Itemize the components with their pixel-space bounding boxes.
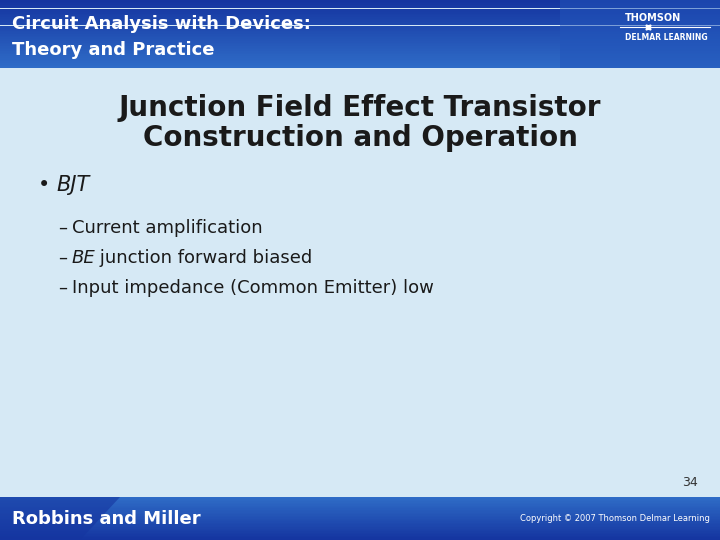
Bar — [0, 39, 720, 41]
Bar — [0, 10, 720, 12]
Bar — [0, 34, 720, 36]
Bar — [0, 43, 720, 44]
Bar — [0, 0, 720, 2]
Bar — [0, 17, 720, 19]
Text: BE: BE — [72, 249, 96, 267]
Text: junction forward biased: junction forward biased — [94, 249, 312, 267]
Bar — [0, 3, 720, 5]
Bar — [0, 501, 720, 503]
Bar — [0, 505, 720, 507]
Text: Theory and Practice: Theory and Practice — [12, 41, 215, 59]
Bar — [0, 500, 720, 501]
Text: Current amplification: Current amplification — [72, 219, 263, 237]
Bar — [0, 53, 720, 55]
Bar — [0, 533, 720, 534]
Bar — [0, 49, 720, 51]
Text: Junction Field Effect Transistor: Junction Field Effect Transistor — [119, 94, 601, 122]
Bar — [0, 29, 720, 31]
Bar — [0, 2, 720, 3]
Bar — [0, 525, 720, 527]
Text: Circuit Analysis with Devices:: Circuit Analysis with Devices: — [12, 15, 311, 33]
Bar — [0, 509, 720, 510]
Bar — [0, 21, 720, 22]
Bar — [0, 514, 720, 516]
Text: Robbins and Miller: Robbins and Miller — [12, 510, 201, 528]
Bar — [0, 520, 720, 521]
Bar — [0, 25, 720, 27]
Text: Copyright © 2007 Thomson Delmar Learning: Copyright © 2007 Thomson Delmar Learning — [520, 514, 710, 523]
Bar — [0, 513, 720, 514]
Bar — [0, 529, 720, 530]
Bar — [0, 65, 720, 66]
Bar — [0, 511, 720, 513]
Bar — [0, 524, 720, 525]
Text: •: • — [38, 175, 50, 195]
Bar — [0, 27, 720, 29]
Bar — [0, 516, 720, 517]
Text: –: – — [58, 249, 67, 267]
Bar — [0, 51, 720, 53]
Bar — [0, 537, 720, 538]
Bar — [0, 523, 720, 524]
Bar — [0, 510, 720, 511]
Bar — [0, 530, 720, 531]
Bar — [0, 55, 720, 56]
Bar — [0, 58, 720, 59]
Bar — [0, 504, 720, 505]
Polygon shape — [560, 0, 720, 68]
Bar — [0, 498, 720, 500]
Bar — [0, 32, 720, 34]
Bar — [0, 37, 720, 39]
Bar — [0, 527, 720, 529]
Bar — [0, 503, 720, 504]
Bar — [0, 517, 720, 518]
Bar — [0, 66, 720, 68]
Polygon shape — [0, 497, 120, 540]
Bar — [0, 41, 720, 43]
Bar — [0, 15, 720, 17]
Bar — [0, 31, 720, 32]
Bar — [0, 46, 720, 48]
Bar — [0, 63, 720, 65]
Bar — [0, 56, 720, 58]
Bar — [0, 518, 720, 520]
Text: Input impedance (Common Emitter) low: Input impedance (Common Emitter) low — [72, 279, 434, 297]
Bar — [0, 48, 720, 49]
Bar — [0, 24, 720, 25]
Bar — [0, 22, 720, 24]
Bar — [0, 12, 720, 14]
Text: DELMAR LEARNING: DELMAR LEARNING — [625, 33, 708, 43]
Bar — [0, 497, 720, 498]
Bar — [0, 5, 720, 7]
Bar — [0, 36, 720, 37]
Bar — [0, 521, 720, 523]
Bar — [0, 61, 720, 63]
Bar — [0, 531, 720, 533]
Bar — [0, 536, 720, 537]
Text: 34: 34 — [683, 476, 698, 489]
Text: THOMSON: THOMSON — [625, 13, 681, 23]
Text: –: – — [58, 279, 67, 297]
Bar — [0, 7, 720, 9]
Bar — [0, 19, 720, 21]
Bar — [0, 44, 720, 46]
Text: BJT: BJT — [56, 175, 89, 195]
Bar — [0, 507, 720, 509]
Bar — [0, 534, 720, 536]
Text: –: – — [58, 219, 67, 237]
Bar — [0, 538, 720, 540]
Bar — [0, 14, 720, 15]
Bar — [0, 9, 720, 10]
Text: Construction and Operation: Construction and Operation — [143, 124, 577, 152]
Bar — [0, 59, 720, 61]
